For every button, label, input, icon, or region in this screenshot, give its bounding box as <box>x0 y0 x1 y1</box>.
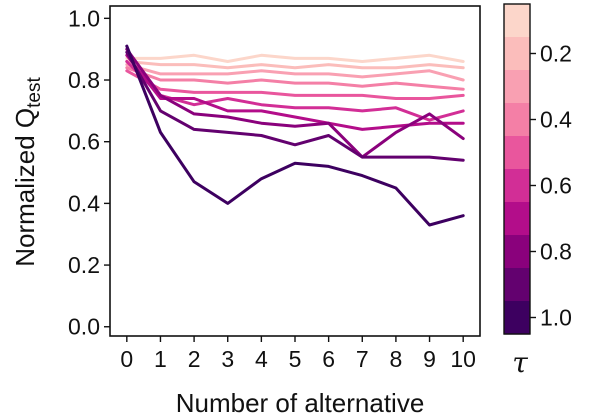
colorbar-tick-label: 0.2 <box>540 41 572 67</box>
x-tick-label: 4 <box>255 346 268 372</box>
colorbar-tick-label: 0.8 <box>540 239 572 265</box>
x-tick-label: 5 <box>289 346 302 372</box>
series-line <box>125 47 465 159</box>
x-tick-label: 8 <box>390 346 403 372</box>
x-tick-label: 6 <box>322 346 335 372</box>
x-tick-label: 2 <box>188 346 201 372</box>
series-line <box>125 50 465 162</box>
y-tick-label: 1.0 <box>68 5 100 31</box>
y-axis-title-subscript: test <box>24 76 45 107</box>
y-tick-label: 0.2 <box>68 252 100 278</box>
series-line <box>125 60 465 70</box>
series-line <box>125 69 465 100</box>
colorbar <box>504 4 530 335</box>
y-axis-ticks: 0.0 0.2 0.4 0.6 0.8 1.0 <box>68 5 110 340</box>
series-line <box>125 60 465 122</box>
colorbar-segment <box>504 103 530 137</box>
y-tick-label: 0.6 <box>68 129 100 155</box>
colorbar-segment <box>504 169 530 203</box>
y-tick-label: 0.0 <box>68 314 100 340</box>
series-lines <box>125 44 465 227</box>
colorbar-segment <box>504 301 530 335</box>
colorbar-segment <box>504 70 530 104</box>
colorbar-title: τ <box>512 346 528 379</box>
colorbar-ticks: 0.2 0.4 0.6 0.8 1.0 <box>530 41 572 331</box>
colorbar-segment <box>504 235 530 269</box>
colorbar-tick-label: 0.4 <box>540 107 572 133</box>
colorbar-segment <box>504 268 530 302</box>
x-tick-label: 0 <box>120 346 133 372</box>
colorbar-frame <box>503 3 531 335</box>
y-tick-label: 0.4 <box>68 190 100 216</box>
series-line <box>125 63 465 82</box>
colorbar-tick-label: 0.6 <box>540 173 572 199</box>
y-axis-title-main: Normalized Q <box>10 108 40 267</box>
x-tick-label: 3 <box>221 346 234 372</box>
colorbar-tick-label: 1.0 <box>540 305 572 331</box>
x-tick-label: 9 <box>423 346 436 372</box>
series-line <box>125 53 465 63</box>
colorbar-segment <box>504 136 530 170</box>
y-axis-title: Normalized Qtest <box>10 76 45 266</box>
x-axis-title: Number of alternative <box>176 388 425 418</box>
colorbar-segment <box>504 202 530 236</box>
series-line <box>125 66 465 91</box>
colorbar-segment <box>504 4 530 38</box>
x-tick-label: 1 <box>154 346 167 372</box>
x-tick-label: 7 <box>356 346 369 372</box>
colorbar-segment <box>504 37 530 71</box>
series-line <box>125 44 465 227</box>
y-tick-label: 0.8 <box>68 67 100 93</box>
x-tick-label: 10 <box>450 346 476 372</box>
x-axis-ticks: 0 1 2 3 4 5 6 7 8 9 10 <box>120 336 476 372</box>
